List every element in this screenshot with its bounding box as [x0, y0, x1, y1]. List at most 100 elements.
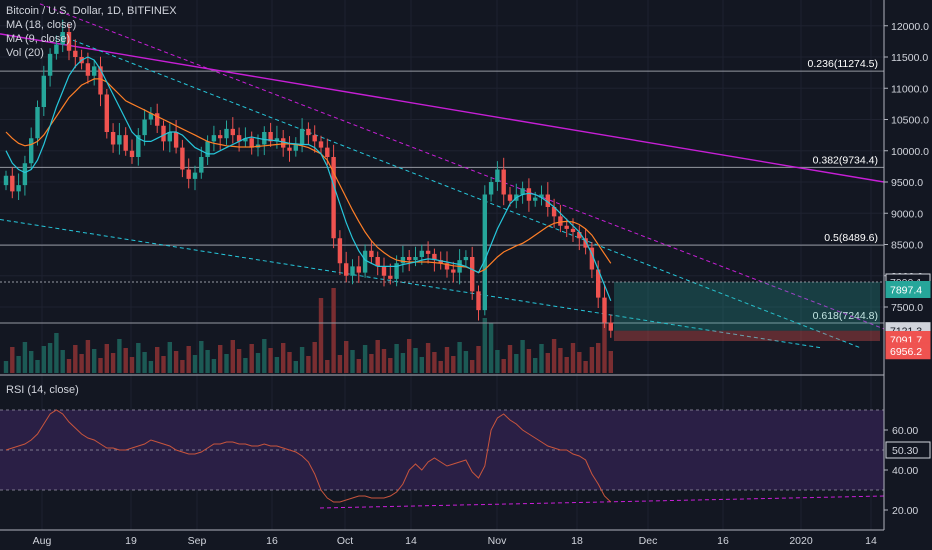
rsi-tick-label-0: 60.00	[892, 425, 918, 437]
candle-body-51	[325, 147, 330, 157]
volume-bar-26	[167, 342, 172, 373]
volume-bar-7	[47, 343, 53, 373]
time-label-5: 14	[405, 535, 417, 547]
rsi-series-line	[5, 409, 612, 503]
volume-bar-15	[98, 358, 103, 373]
time-label-11: 14	[865, 535, 877, 547]
rsi-label[interactable]: RSI (14, close)	[6, 384, 79, 396]
volume-bar-31	[199, 341, 204, 373]
candle-body-71	[451, 269, 456, 273]
fibonacci-levels: 0.236(11274.5) 0.382(9734.4) 0.5(8489.6) 0.…	[0, 58, 884, 324]
volume-bar-18	[117, 339, 122, 373]
rsi-tick-label-1: 40.00	[892, 465, 918, 477]
price-tick-label-5: 10000.0	[891, 146, 929, 158]
long-position-tool[interactable]	[0, 281, 884, 341]
rsi-value-badge-text: 50.30	[892, 445, 918, 457]
price-tick-label-2: 11500.0	[891, 52, 928, 64]
volume-bar-77	[488, 323, 494, 373]
volume-bar-25	[161, 356, 166, 373]
volume-bar-85	[539, 344, 544, 373]
candle-body-41	[262, 132, 267, 145]
volume-bar-17	[110, 353, 116, 373]
candle-body-9	[60, 32, 65, 45]
candle-body-89	[564, 225, 569, 229]
volume-label[interactable]: Vol (20)	[6, 47, 44, 59]
volume-bar-50	[318, 298, 324, 373]
volume-bar-65	[413, 348, 418, 373]
rsi-legend: RSI (14, close)	[6, 383, 79, 397]
volume-bar-61	[388, 358, 393, 373]
volume-bar-91	[577, 352, 582, 373]
rsi-value-badge	[885, 441, 931, 459]
chart-title[interactable]: Bitcoin / U.S. Dollar, 1D, BITFINEX	[6, 5, 177, 17]
candle-body-54	[344, 263, 349, 276]
volume-bar-3	[22, 342, 28, 373]
volume-bar-38	[243, 358, 248, 373]
trendline-cyan-lower	[0, 219, 821, 349]
candle-body-77	[488, 182, 494, 195]
volume-bar-80	[507, 345, 513, 373]
volume-bar-27	[173, 351, 179, 373]
candle-body-60	[381, 266, 387, 276]
candle-body-45	[287, 147, 292, 151]
candle-body-65	[413, 257, 418, 261]
volume-bar-83	[526, 349, 532, 373]
volume-bar-42	[268, 348, 273, 373]
chart-legend: Bitcoin / U.S. Dollar, 1D, BITFINEX MA (…	[6, 4, 177, 60]
candle-body-24	[155, 113, 160, 126]
candle-body-78	[495, 169, 500, 182]
fib-label-3: 0.618(7244.8)	[813, 310, 878, 322]
volume-bar-23	[148, 361, 154, 373]
ma9-label[interactable]: MA (9, close)	[6, 33, 71, 45]
candle-body-47	[299, 128, 305, 145]
candle-body-33	[211, 135, 217, 142]
volume-bar-92	[583, 361, 588, 373]
candle-body-42	[268, 132, 273, 142]
time-label-6: Nov	[488, 535, 507, 547]
volume-bar-90	[570, 343, 576, 373]
candle-body-90	[570, 228, 576, 232]
candle-body-96	[608, 322, 613, 331]
volume-bar-44	[281, 343, 286, 373]
volume-bar-37	[236, 349, 242, 373]
candle-body-28	[180, 147, 185, 170]
price-tick-label-3: 11000.0	[891, 83, 928, 95]
volume-bar-13	[85, 340, 91, 373]
candle-body-29	[186, 169, 191, 179]
price-tick-label-7: 9000.0	[891, 208, 923, 220]
candle-body-88	[558, 216, 563, 226]
volume-bar-84	[533, 358, 538, 373]
volume-bar-66	[419, 357, 424, 373]
candle-body-86	[545, 194, 550, 207]
price-badge-text-4: 6956.2	[890, 346, 922, 358]
ma18-label[interactable]: MA (18, close)	[6, 19, 77, 31]
volume-bar-19	[123, 348, 128, 373]
price-badge-1	[885, 281, 931, 298]
candle-body-64	[407, 257, 412, 261]
time-label-7: 18	[571, 535, 583, 547]
volume-bar-82	[520, 340, 525, 373]
candle-body-62	[394, 263, 399, 279]
price-badge-text-1: 7897.4	[890, 285, 922, 297]
candle-body-52	[331, 157, 336, 239]
candle-body-83	[526, 188, 532, 201]
candle-body-75	[476, 291, 481, 311]
volume-bar-51	[325, 360, 330, 373]
candle-body-82	[520, 188, 525, 195]
volume-bar-29	[186, 346, 191, 373]
candle-body-76	[482, 194, 487, 311]
volume-bar-69	[438, 361, 443, 373]
candle-body-58	[369, 250, 374, 257]
volume-bar-0	[3, 361, 9, 373]
candle-body-31	[199, 157, 204, 173]
fib-label-2: 0.5(8489.6)	[824, 232, 878, 244]
volume-bar-16	[104, 344, 109, 373]
volume-bar-40	[255, 353, 261, 373]
volume-bar-45	[287, 352, 292, 373]
time-axis[interactable]: Aug 19 Sep 16 Oct 14 Nov 18 Dec 16 2020 14	[0, 529, 884, 547]
volume-bar-14	[92, 349, 97, 373]
volume-bar-9	[60, 350, 65, 373]
candle-body-15	[98, 66, 103, 95]
volume-bar-2	[16, 356, 21, 373]
